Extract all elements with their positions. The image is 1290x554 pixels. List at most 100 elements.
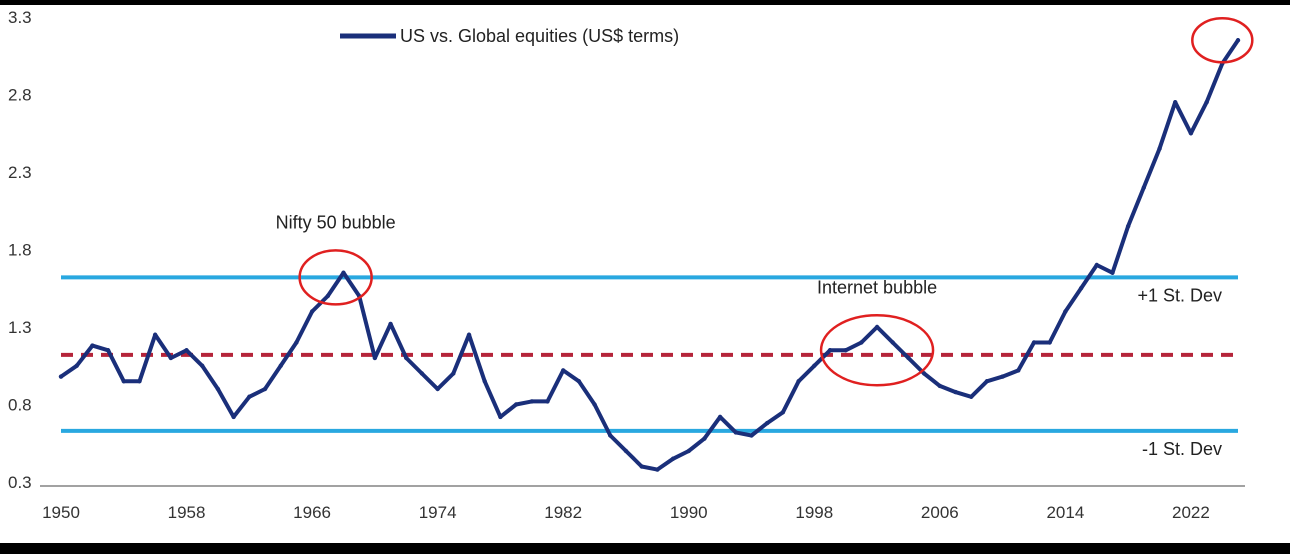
data-point	[200, 363, 205, 368]
y-tick-label: 0.8	[8, 396, 32, 415]
x-tick-label: 1982	[544, 503, 582, 522]
series-points	[58, 38, 1241, 472]
x-tick-label: 1990	[670, 503, 708, 522]
data-point	[513, 402, 519, 407]
data-point	[74, 363, 79, 368]
data-point	[498, 414, 503, 420]
data-point	[953, 389, 958, 395]
highlight-ellipse	[298, 249, 373, 306]
data-point	[812, 363, 817, 368]
data-point	[152, 332, 158, 337]
x-tick-label: 2014	[1046, 503, 1084, 522]
data-point	[435, 386, 440, 392]
series-line	[59, 38, 1240, 472]
data-point	[576, 379, 582, 384]
data-point	[1078, 286, 1084, 291]
data-point	[859, 340, 864, 345]
x-tick-label: 2022	[1172, 503, 1210, 522]
data-point	[1173, 100, 1178, 105]
data-point	[121, 379, 126, 384]
y-axis-ticks: 0.3 0.8 1.3 1.8 2.3 2.8 3.3	[8, 8, 32, 492]
data-point	[529, 399, 534, 404]
data-point	[105, 348, 111, 353]
data-point	[827, 348, 833, 353]
data-point	[278, 363, 283, 368]
data-point	[341, 270, 346, 275]
data-point	[262, 386, 268, 392]
data-point	[702, 436, 707, 441]
data-point	[1094, 262, 1099, 268]
legend: US vs. Global equities (US$ terms)	[340, 26, 679, 46]
reference-line-label: +1 St. Dev	[1137, 285, 1222, 305]
data-point	[1204, 100, 1209, 105]
data-point	[1141, 185, 1147, 190]
y-tick-label: 1.8	[8, 241, 32, 260]
data-point	[451, 371, 456, 376]
x-tick-label: 1998	[795, 503, 833, 522]
data-point	[184, 348, 189, 353]
data-point	[937, 383, 943, 389]
highlight-ellipse	[1191, 17, 1254, 64]
data-point	[372, 355, 378, 361]
annotation-label: Internet bubble	[817, 277, 937, 297]
line-chart: 0.3 0.8 1.3 1.8 2.3 2.8 3.3 1950 1958 1966 1974 19…	[8, 8, 1254, 522]
annotation-label: Nifty 50 bubble	[276, 212, 396, 232]
data-point	[482, 379, 487, 384]
data-point	[984, 379, 990, 384]
data-point	[639, 464, 644, 469]
data-point	[1125, 224, 1131, 229]
data-point	[215, 386, 221, 392]
data-point	[843, 348, 848, 353]
data-point	[90, 343, 95, 348]
data-point	[670, 456, 676, 461]
y-tick-label: 1.3	[8, 318, 32, 337]
data-point	[168, 355, 174, 361]
data-point	[137, 379, 142, 384]
data-point	[1110, 270, 1115, 275]
data-point	[325, 293, 330, 299]
data-point	[780, 410, 786, 415]
reference-lines	[61, 275, 1238, 433]
data-point	[717, 414, 723, 420]
data-point	[294, 340, 299, 345]
reference-labels: +1 St. Dev -1 St. Dev	[1137, 285, 1222, 458]
y-tick-label: 2.8	[8, 86, 32, 105]
data-point	[749, 433, 754, 438]
data-point	[1000, 374, 1005, 379]
reference-line-label: -1 St. Dev	[1142, 439, 1222, 459]
data-point	[874, 324, 880, 330]
x-tick-label: 2006	[921, 503, 959, 522]
x-tick-label: 1974	[419, 503, 457, 522]
y-tick-label: 2.3	[8, 163, 32, 182]
data-point	[906, 355, 911, 361]
data-point	[466, 332, 472, 337]
x-tick-label: 1958	[168, 503, 206, 522]
y-tick-label: 0.3	[8, 473, 32, 492]
data-point	[560, 368, 566, 373]
data-point	[890, 340, 895, 345]
data-point	[1031, 340, 1037, 345]
data-point	[58, 374, 64, 379]
x-tick-label: 1966	[293, 503, 331, 522]
data-point	[623, 448, 629, 454]
data-point	[733, 430, 739, 435]
data-point	[309, 309, 315, 314]
annotations: Nifty 50 bubble Internet bubble	[276, 17, 1254, 387]
data-point	[1235, 38, 1241, 43]
x-tick-label: 1950	[42, 503, 80, 522]
highlight-ellipse	[819, 314, 935, 387]
y-tick-label: 3.3	[8, 8, 32, 27]
data-point	[388, 321, 393, 327]
data-point	[969, 394, 974, 399]
data-point	[608, 433, 613, 438]
data-point	[1047, 340, 1052, 345]
data-point	[921, 371, 927, 376]
data-point	[404, 355, 409, 361]
data-point	[686, 448, 691, 454]
data-point	[592, 402, 597, 407]
data-point	[247, 394, 252, 399]
data-point	[796, 379, 801, 384]
data-point	[1063, 309, 1068, 314]
series-lines	[59, 38, 1240, 472]
